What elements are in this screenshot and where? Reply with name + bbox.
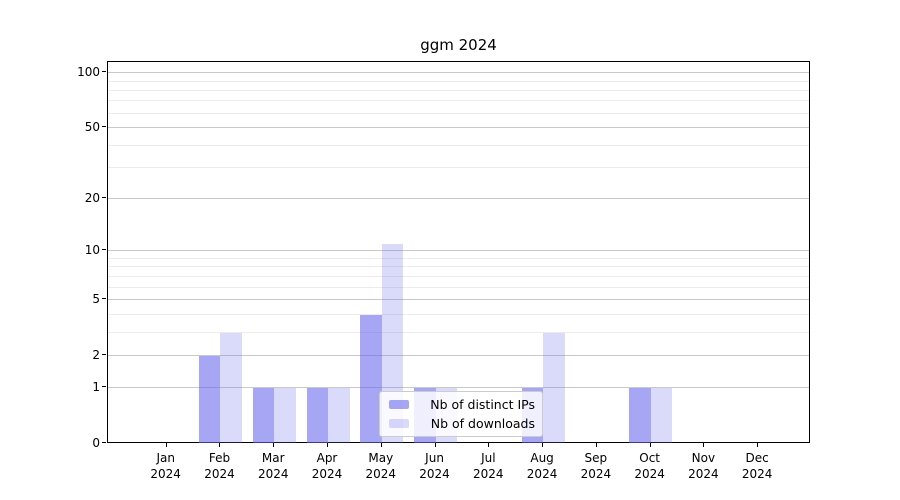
- major-gridline: [108, 299, 809, 300]
- legend-label-distinct-ips: Nb of distinct IPs: [430, 397, 535, 412]
- x-tick-mark: [165, 443, 167, 447]
- x-tick-label: Feb 2024: [204, 451, 235, 481]
- major-gridline: [108, 387, 809, 389]
- legend-swatch-downloads: [389, 419, 409, 428]
- legend-item-downloads: Nb of downloads: [387, 416, 535, 431]
- y-tick-mark: [102, 386, 106, 388]
- legend-label-downloads: Nb of downloads: [430, 416, 535, 431]
- y-tick-label: 5: [92, 292, 100, 306]
- bar-distinct-ips: [306, 388, 328, 443]
- x-tick-label: Jan 2024: [150, 451, 181, 481]
- y-tick-mark: [102, 353, 106, 355]
- legend-swatch-distinct-ips: [389, 400, 409, 409]
- minor-gridline: [108, 167, 809, 169]
- minor-gridline: [108, 257, 809, 259]
- x-tick-mark: [703, 443, 705, 447]
- minor-gridline: [108, 80, 809, 82]
- x-tick-mark: [434, 443, 436, 447]
- major-gridline: [108, 72, 809, 74]
- minor-gridline: [108, 275, 809, 277]
- y-tick-label: 100: [77, 65, 100, 80]
- x-tick-label: Jul 2024: [473, 451, 504, 481]
- y-tick-mark: [102, 249, 106, 251]
- minor-gridline: [108, 112, 809, 114]
- minor-gridline: [108, 89, 809, 91]
- x-tick-label: Nov 2024: [688, 451, 719, 481]
- x-tick-mark: [273, 443, 275, 447]
- legend-item-distinct-ips: Nb of distinct IPs: [387, 397, 535, 412]
- x-tick-label: Aug 2024: [526, 451, 558, 481]
- y-tick-label: 1: [92, 380, 100, 395]
- x-tick-mark: [649, 443, 651, 447]
- major-gridline: [108, 354, 809, 356]
- x-tick-label: Jun 2024: [419, 451, 450, 481]
- major-gridline: [108, 250, 809, 252]
- x-tick-label: Mar 2024: [257, 451, 289, 481]
- x-tick-label: Dec 2024: [741, 451, 773, 481]
- bar-distinct-ips: [360, 314, 382, 443]
- x-tick-mark: [595, 443, 597, 447]
- x-tick-mark: [327, 443, 328, 447]
- bar-distinct-ips: [198, 355, 221, 443]
- legend: Nb of distinct IPs Nb of downloads: [379, 391, 543, 437]
- y-tick-mark: [102, 71, 106, 73]
- x-tick-label: May 2024: [365, 451, 397, 481]
- y-tick-mark: [102, 298, 106, 299]
- minor-gridline: [108, 313, 809, 315]
- bar-downloads: [274, 388, 296, 443]
- minor-gridline: [108, 331, 809, 333]
- bar-downloads: [328, 388, 350, 443]
- x-tick-mark: [488, 443, 490, 447]
- x-tick-mark: [380, 443, 382, 447]
- major-gridline: [108, 198, 809, 200]
- y-tick-mark: [102, 197, 106, 199]
- major-gridline: [108, 127, 809, 129]
- bar-downloads: [650, 388, 673, 443]
- x-tick-mark: [219, 443, 221, 447]
- x-tick-mark: [757, 443, 759, 447]
- bar-downloads: [220, 332, 242, 443]
- x-tick-label: Apr 2024: [311, 451, 343, 481]
- y-tick-label: 50: [84, 120, 100, 135]
- y-tick-label: 2: [92, 347, 100, 362]
- y-tick-mark: [102, 126, 106, 128]
- x-tick-label: Oct 2024: [634, 451, 665, 481]
- bar-downloads: [543, 332, 565, 443]
- x-tick-label: Sep 2024: [580, 451, 612, 481]
- chart-title: ggm 2024: [420, 36, 497, 54]
- y-tick-label: 0: [92, 436, 100, 450]
- minor-gridline: [108, 266, 809, 268]
- bar-distinct-ips: [629, 388, 651, 443]
- minor-gridline: [108, 144, 809, 146]
- y-tick-label: 20: [84, 191, 100, 206]
- y-tick-label: 10: [84, 243, 100, 258]
- x-tick-mark: [542, 443, 544, 447]
- bar-distinct-ips: [252, 388, 275, 443]
- y-tick-mark: [102, 442, 106, 443]
- minor-gridline: [108, 286, 809, 288]
- plot-area: [107, 61, 810, 443]
- minor-gridline: [108, 100, 809, 102]
